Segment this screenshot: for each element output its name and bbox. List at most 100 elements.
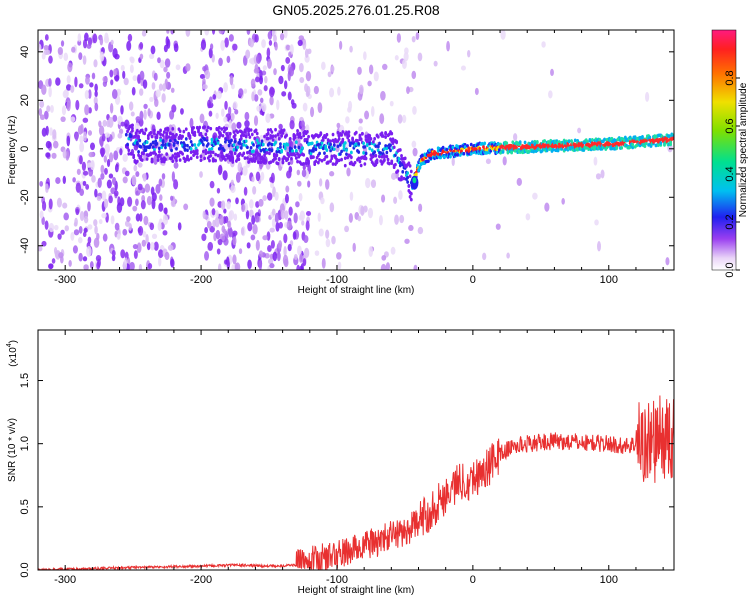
noise-blob bbox=[96, 233, 100, 241]
noise-blob bbox=[304, 247, 310, 259]
noise-blob bbox=[185, 63, 191, 72]
noise-blob bbox=[82, 170, 89, 176]
noise-blob bbox=[417, 52, 423, 62]
signal-blob bbox=[228, 131, 232, 136]
signal-blob bbox=[151, 140, 155, 145]
noise-blob bbox=[365, 177, 371, 189]
signal-blob bbox=[532, 149, 536, 154]
noise-blob bbox=[60, 40, 65, 47]
noise-blob bbox=[38, 245, 43, 252]
noise-blob bbox=[82, 39, 88, 49]
noise-blob bbox=[320, 197, 325, 205]
noise-blob bbox=[48, 86, 52, 98]
spectrogram-frame bbox=[37, 29, 675, 271]
noise-blob bbox=[513, 133, 518, 141]
noise-blob bbox=[224, 100, 228, 110]
signal-blob bbox=[400, 177, 403, 182]
noise-blob bbox=[158, 249, 164, 259]
signal-blob bbox=[177, 153, 181, 158]
signal-blob bbox=[242, 151, 246, 156]
noise-blob bbox=[302, 164, 306, 171]
signal-blob bbox=[186, 154, 189, 159]
noise-blob bbox=[329, 171, 335, 177]
noise-blob bbox=[139, 42, 144, 50]
signal-blob bbox=[456, 153, 460, 157]
noise-blob bbox=[158, 83, 163, 91]
noise-blob bbox=[51, 258, 56, 264]
signal-blob bbox=[243, 128, 247, 133]
noise-blob bbox=[260, 97, 264, 103]
signal-blob bbox=[198, 125, 202, 130]
signal-blob bbox=[242, 143, 246, 147]
signal-blob bbox=[244, 134, 248, 139]
noise-blob bbox=[325, 179, 330, 190]
noise-blob bbox=[250, 234, 256, 241]
signal-blob bbox=[375, 158, 379, 162]
noise-blob bbox=[232, 236, 237, 246]
signal-blob bbox=[233, 139, 237, 144]
noise-blob bbox=[155, 89, 161, 98]
signal-blob bbox=[126, 142, 129, 147]
signal-blob bbox=[249, 146, 253, 150]
noise-blob bbox=[390, 246, 396, 255]
noise-blob bbox=[204, 251, 210, 261]
noise-blob bbox=[231, 264, 235, 270]
noise-blob bbox=[102, 76, 108, 83]
signal-blob bbox=[135, 140, 139, 145]
noise-blob bbox=[155, 184, 161, 194]
signal-blob bbox=[164, 157, 167, 162]
signal-blob bbox=[140, 128, 144, 133]
signal-blob bbox=[197, 129, 200, 134]
signal-blob bbox=[159, 132, 162, 137]
noise-blob bbox=[139, 70, 145, 81]
noise-blob bbox=[158, 202, 164, 212]
noise-blob bbox=[500, 30, 506, 40]
signal-blob bbox=[341, 137, 345, 142]
noise-blob bbox=[285, 44, 291, 51]
noise-blob bbox=[123, 77, 129, 86]
noise-blob bbox=[254, 215, 260, 223]
signal-blob bbox=[500, 144, 504, 149]
signal-blob bbox=[178, 158, 182, 162]
noise-blob bbox=[159, 194, 163, 201]
signal-blob bbox=[165, 152, 169, 156]
signal-blob bbox=[206, 125, 210, 130]
noise-blob bbox=[86, 43, 92, 49]
noise-blob bbox=[222, 170, 228, 181]
noise-blob bbox=[348, 213, 353, 223]
signal-blob bbox=[316, 160, 320, 165]
signal-blob bbox=[397, 157, 401, 161]
signal-blob bbox=[396, 169, 400, 173]
signal-blob bbox=[184, 127, 188, 131]
noise-blob bbox=[58, 252, 64, 259]
noise-blob bbox=[224, 37, 229, 48]
signal-blob bbox=[210, 137, 214, 142]
signal-blob bbox=[354, 130, 358, 135]
noise-blob bbox=[127, 33, 133, 42]
noise-blob bbox=[112, 114, 118, 122]
noise-blob bbox=[55, 177, 61, 185]
signal-blob bbox=[307, 134, 310, 139]
noise-blob bbox=[265, 113, 271, 124]
noise-blob bbox=[158, 178, 163, 187]
signal-blob bbox=[265, 150, 269, 155]
noise-blob bbox=[101, 212, 107, 219]
noise-blob bbox=[93, 59, 98, 68]
noise-blob bbox=[244, 120, 250, 128]
signal-blob bbox=[212, 135, 216, 139]
noise-blob bbox=[129, 56, 134, 62]
signal-blob bbox=[622, 138, 626, 142]
noise-blob bbox=[96, 261, 101, 270]
noise-blob bbox=[43, 45, 49, 51]
signal-blob bbox=[155, 141, 159, 146]
signal-blob bbox=[511, 140, 515, 144]
noise-blob bbox=[358, 126, 363, 132]
noise-blob bbox=[177, 222, 182, 231]
noise-blob bbox=[281, 91, 287, 97]
noise-blob bbox=[254, 76, 260, 83]
signal-blob bbox=[392, 165, 396, 170]
signal-blob bbox=[182, 156, 186, 161]
signal-blob bbox=[172, 142, 176, 146]
signal-blob bbox=[193, 143, 197, 147]
signal-blob bbox=[219, 132, 222, 137]
